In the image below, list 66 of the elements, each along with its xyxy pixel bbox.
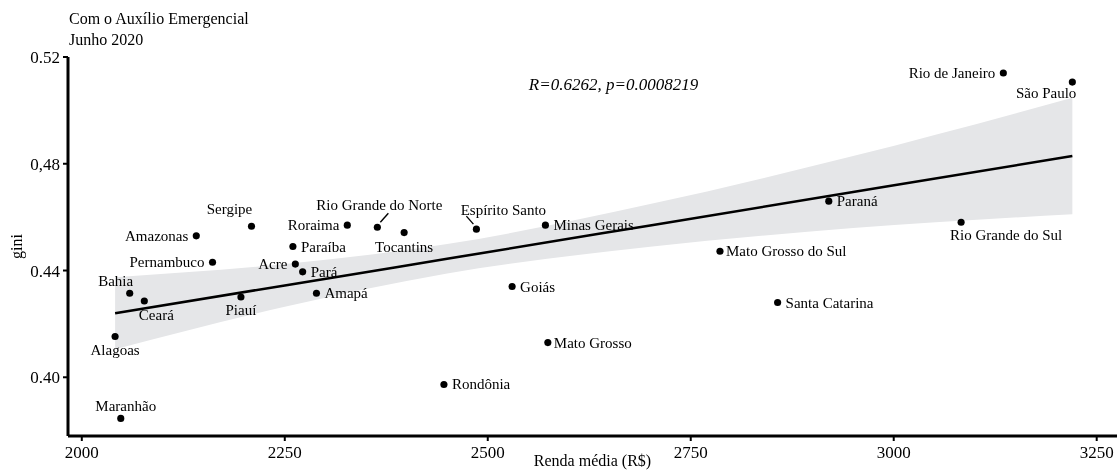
annotation: Piauí [225,301,257,318]
point [343,221,351,229]
annotation: Ceará [138,306,175,323]
annotation: Amazonas [124,227,189,244]
point [400,229,408,237]
annotation: Espírito Santo [460,202,547,219]
y-tick-label: 0.44 [30,261,61,281]
chart-subtitle: Junho 2020 [69,31,144,48]
x-tick-label: 2000 [64,443,99,462]
annotation: Maranhão [95,398,157,415]
x-tick-label: 3000 [876,443,911,462]
point [299,268,307,276]
annotation: São Paulo [1015,85,1077,102]
y-tick-label: 0.40 [30,368,60,388]
point [440,380,448,389]
annotation: Paraná [836,193,878,210]
y-tick-label: 0.52 [30,48,60,67]
point [312,289,321,297]
x-tick-label: 2250 [267,443,302,462]
annotation: Bahia [98,273,134,290]
annotation: Tocantins [375,238,434,255]
point [1068,78,1076,86]
point [289,242,297,251]
point [117,414,125,422]
x-tick-label: 2750 [673,443,708,462]
point [247,222,256,230]
annotation: Rio Grande do Norte [316,197,443,214]
point [716,247,724,255]
point [825,197,833,205]
point [544,339,552,347]
point [111,332,119,341]
point [291,260,299,268]
annotation: Goiás [520,278,556,295]
annotation: Roraima [287,217,340,234]
annotation: R=0.6262, p=0.0008219 [527,75,699,94]
annotation: Santa Catarina [785,294,874,311]
annotation: Mato Grosso [553,334,632,351]
chart-title: Com o Auxílio Emergencial [69,10,250,28]
x-tick-label: 3250 [1079,443,1114,462]
annotation: Rio Grande do Sul [950,227,1063,244]
y-axis-title: gini [8,233,26,259]
point [508,282,516,291]
annotation: Paraíba [300,238,347,255]
annotation: Pernambuco [129,254,205,271]
annotation: Rondônia [451,376,511,393]
x-tick-label: 2500 [470,443,505,462]
point [208,258,217,266]
y-tick-label: 0,48 [30,154,60,174]
annotation: Amapá [324,285,369,302]
annotation: Sergipe [206,201,253,218]
annotation: Pará [310,263,338,280]
annotation: Rio de Janeiro [908,65,996,82]
point [126,289,134,297]
point [373,223,381,231]
point [774,298,782,307]
annotation: Acre [258,256,288,273]
point [541,221,549,229]
point [192,232,200,240]
annotation: Alagoas [90,342,140,359]
x-axis-title: Renda média (R$) [533,452,652,470]
point [472,225,480,233]
point [999,69,1007,77]
point [237,293,245,301]
point [140,297,148,305]
point [957,218,965,226]
annotation: Mato Grosso do Sul [725,243,847,260]
